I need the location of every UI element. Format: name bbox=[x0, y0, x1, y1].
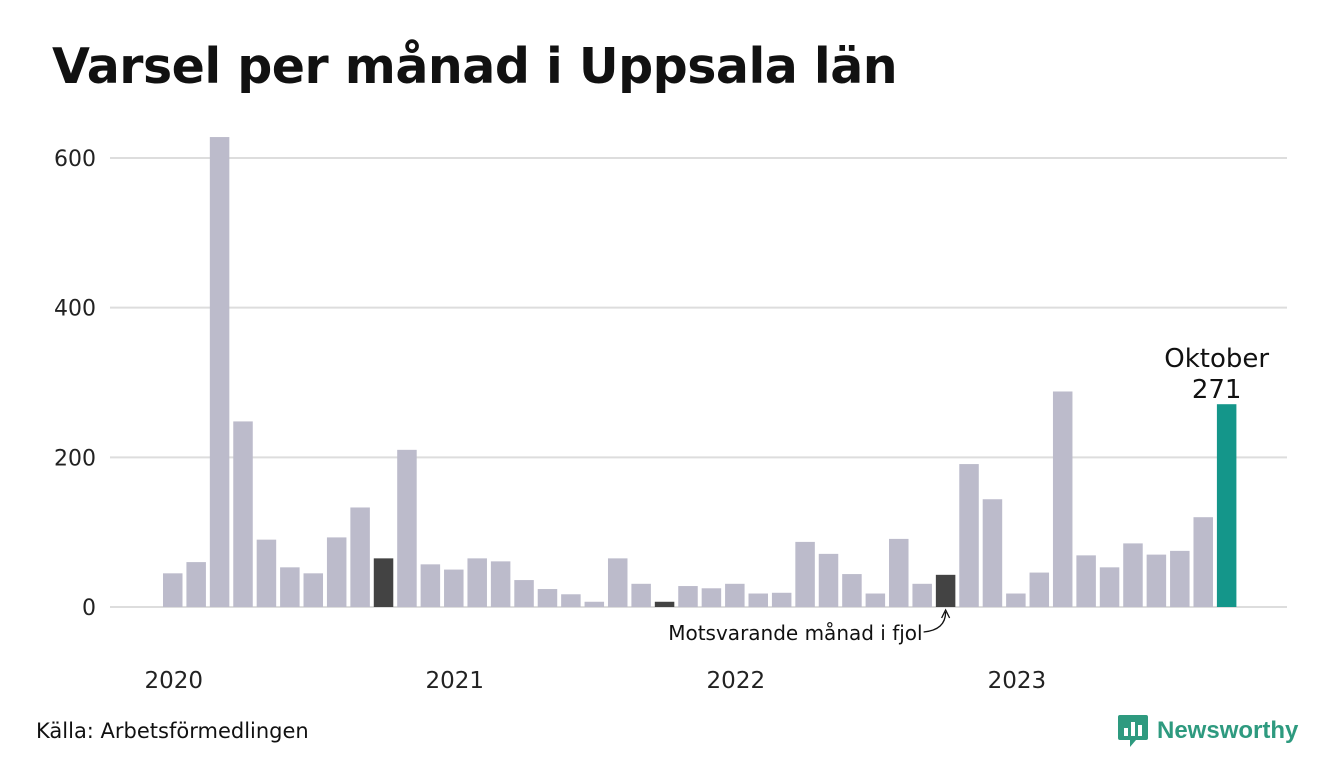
bar bbox=[209, 137, 230, 607]
bar bbox=[163, 573, 183, 607]
bar bbox=[280, 567, 300, 607]
bar bbox=[748, 593, 768, 607]
bar bbox=[514, 580, 534, 607]
bar bbox=[1006, 593, 1026, 607]
bar bbox=[982, 499, 1003, 607]
bar-comparison bbox=[935, 574, 956, 607]
highlight-month-label: Oktober bbox=[1164, 344, 1269, 374]
bar bbox=[1193, 517, 1213, 607]
bar bbox=[420, 564, 441, 607]
bar bbox=[912, 583, 932, 607]
bar bbox=[959, 464, 979, 607]
bar bbox=[1099, 567, 1120, 607]
y-tick-label: 200 bbox=[54, 446, 96, 471]
brand-logo: Newsworthy bbox=[1117, 713, 1298, 749]
annotation-text: Motsvarande månad i fjol bbox=[668, 621, 922, 645]
bar bbox=[678, 586, 698, 607]
bar bbox=[326, 537, 347, 607]
bar bbox=[186, 562, 206, 607]
bar bbox=[1052, 391, 1073, 607]
bar bbox=[1146, 554, 1167, 607]
bar bbox=[303, 573, 324, 607]
x-year-label: 2023 bbox=[988, 668, 1047, 694]
bar bbox=[467, 558, 487, 607]
newsworthy-logo-icon bbox=[1118, 715, 1148, 747]
y-tick-label: 400 bbox=[54, 297, 96, 322]
annotation-arrowhead bbox=[941, 608, 951, 619]
bar bbox=[818, 553, 839, 607]
highlight-value-label: 271 bbox=[1192, 375, 1242, 405]
bar bbox=[865, 593, 886, 607]
bar bbox=[397, 449, 417, 607]
bar bbox=[771, 592, 792, 607]
bar bbox=[256, 539, 277, 607]
bar bbox=[490, 561, 511, 607]
bar bbox=[725, 583, 745, 607]
annotation-arrow bbox=[923, 611, 947, 633]
bar bbox=[1076, 555, 1096, 607]
bar bbox=[889, 538, 909, 607]
bar bbox=[795, 541, 815, 607]
bar bbox=[233, 421, 253, 607]
bar bbox=[1170, 550, 1190, 607]
x-year-label: 2021 bbox=[426, 668, 485, 694]
bar bbox=[607, 558, 628, 607]
chart-title: Varsel per månad i Uppsala län bbox=[52, 38, 898, 95]
bar-comparison bbox=[373, 558, 394, 607]
bar bbox=[842, 574, 862, 607]
source-note: Källa: Arbetsförmedlingen bbox=[36, 719, 309, 743]
bar-highlight bbox=[1216, 404, 1237, 607]
bar bbox=[631, 583, 651, 607]
bar bbox=[350, 507, 370, 607]
y-tick-label: 0 bbox=[82, 596, 96, 621]
brand-name: Newsworthy bbox=[1157, 717, 1299, 744]
y-tick-label: 600 bbox=[54, 147, 96, 172]
x-year-label: 2022 bbox=[707, 668, 766, 694]
bar bbox=[1123, 543, 1143, 607]
x-year-label: 2020 bbox=[144, 668, 203, 694]
bar bbox=[1029, 572, 1050, 607]
bar-comparison bbox=[654, 601, 675, 607]
bar bbox=[701, 588, 722, 607]
bar bbox=[561, 594, 581, 607]
bar bbox=[584, 601, 605, 607]
bar bbox=[537, 589, 558, 607]
bar bbox=[444, 569, 464, 607]
